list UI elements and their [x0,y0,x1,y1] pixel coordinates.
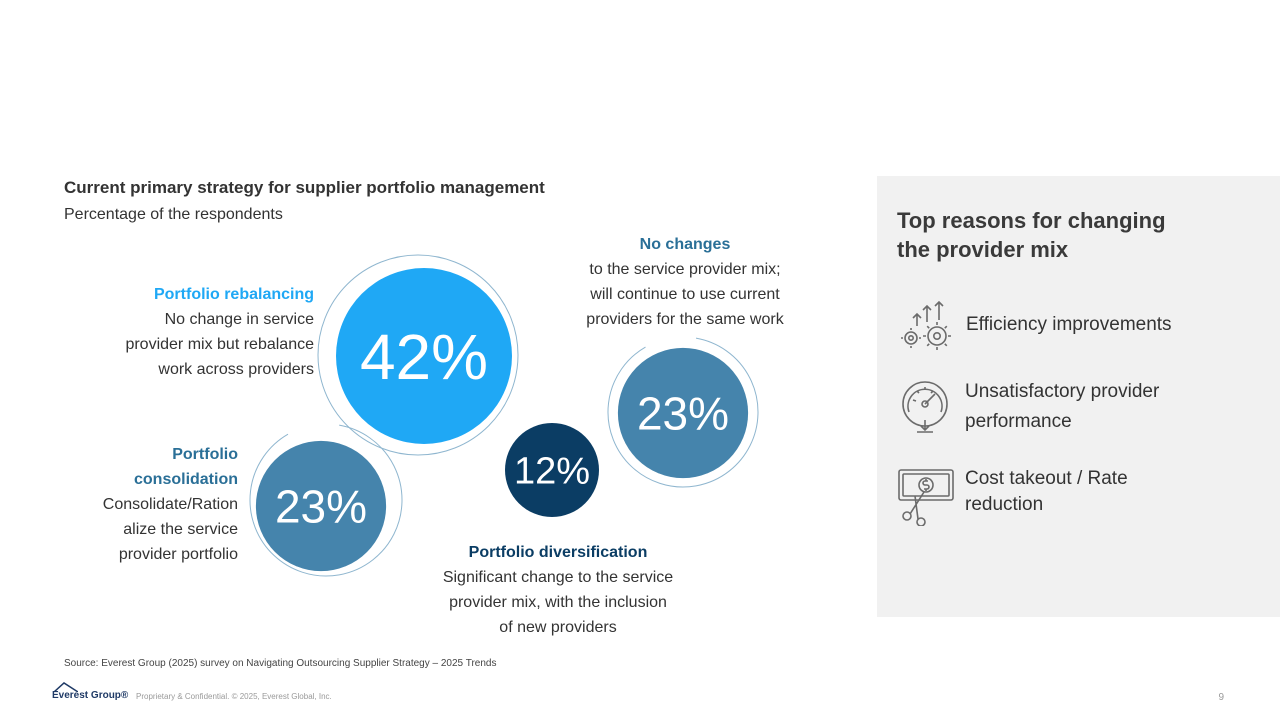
reason-text-cost-line2: reduction [965,494,1044,515]
bubble-value-label-2: 12% [514,451,590,493]
reason-text-performance-line2: performance [965,411,1072,432]
bubble-portfolio-consolidation [255,440,387,572]
reasons-panel [877,176,1280,617]
label-rebalancing-line2: provider mix but rebalance [125,336,314,353]
label-diversification-heading: Portfolio diversification [468,544,648,561]
reason-item-performance: Unsatisfactory provider performance [897,376,1159,441]
logo-text: Everest Group® [52,690,129,701]
gears-arrows-icon [901,300,951,350]
label-rebalancing-line3: work across providers [158,361,314,378]
cut-banknote-icon [898,469,954,527]
bubble-ring-3 [607,337,759,488]
bubble-ring-1 [249,424,403,577]
bubble-portfolio-rebalancing [336,268,512,444]
label-no-changes-line3: providers for the same work [586,311,784,328]
source-note: Source: Everest Group (2025) survey on N… [64,658,497,669]
reason-text-efficiency: Efficiency improvements [966,314,1172,335]
page-number: 9 [1218,692,1224,703]
speedometer-icon [902,381,948,433]
label-consolidation: Portfolio consolidation Consolidate/Rati… [103,442,238,567]
label-rebalancing-heading: Portfolio rebalancing [153,286,314,303]
label-consolidation-line2: alize the service [123,521,238,538]
reason-text-performance-line1: Unsatisfactory provider [965,381,1160,402]
reasons-panel-title-line1: Top reasons for changing [897,208,1166,233]
chart-title: Current primary strategy for supplier po… [64,178,545,197]
bubble-value-label-1: 23% [275,481,367,533]
label-rebalancing: Portfolio rebalancing No change in servi… [125,282,314,382]
bubble-value-label-0: 42% [360,321,488,393]
label-diversification-line3: of new providers [499,619,617,636]
bubble-value-label-3: 23% [637,388,729,440]
label-no-changes-line2: will continue to use current [590,286,780,303]
reasons-panel-title: Top reasons for changing the provider mi… [897,206,1227,264]
bubble-no-changes [617,347,749,479]
chart-subtitle: Percentage of the respondents [64,206,283,223]
label-no-changes: No changes to the service provider mix; … [555,232,815,332]
bubble-ring-0 [317,254,519,456]
reason-item-efficiency: Efficiency improvements [897,296,1172,361]
label-consolidation-line3: provider portfolio [118,546,238,563]
reasons-panel-title-line2: the provider mix [897,237,1069,262]
reason-item-cost: Cost takeout / Rate reduction [897,466,1128,531]
label-diversification: Portfolio diversification Significant ch… [408,540,708,640]
label-consolidation-line1: Consolidate/Ration [102,496,238,513]
reason-text-cost-line1: Cost takeout / Rate [965,468,1128,489]
label-no-changes-line1: to the service provider mix; [589,261,781,278]
label-consolidation-heading1: Portfolio [172,446,238,463]
label-diversification-line1: Significant change to the service [442,569,674,586]
bubble-portfolio-diversification [505,423,599,517]
logo-mountain-icon [54,682,78,692]
confidential-note: Proprietary & Confidential. © 2025, Ever… [136,692,332,701]
label-rebalancing-line1: No change in service [164,311,314,328]
label-consolidation-heading2: consolidation [134,471,238,488]
label-no-changes-heading: No changes [639,236,731,253]
label-diversification-line2: provider mix, with the inclusion [449,594,667,611]
